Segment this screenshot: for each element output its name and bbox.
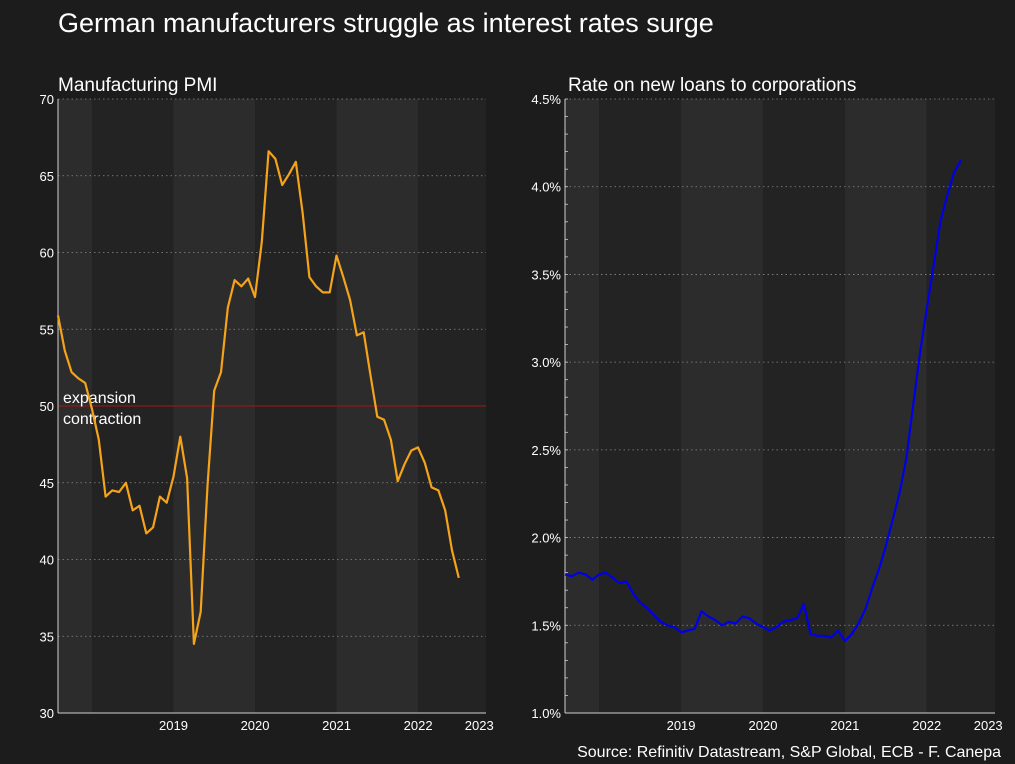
x-tick-label: 2021 xyxy=(322,718,351,733)
panel-title: Rate on new loans to corporations xyxy=(568,75,856,96)
x-tick-label: 2019 xyxy=(159,718,188,733)
year-band xyxy=(926,99,995,713)
y-tick-label: 2.5% xyxy=(531,443,561,458)
x-tick-label: 2023 xyxy=(465,718,494,733)
x-tick-label: 2022 xyxy=(912,718,941,733)
x-tick-label: 2022 xyxy=(404,718,433,733)
x-tick-label: 2021 xyxy=(830,718,859,733)
y-tick-label: 2.0% xyxy=(531,531,561,546)
source-note: Source: Refinitiv Datastream, S&P Global… xyxy=(577,744,1001,761)
pmi-series-line xyxy=(56,150,460,646)
y-tick-label: 4.0% xyxy=(531,180,561,195)
x-tick-label: 2019 xyxy=(667,718,696,733)
y-tick-label: 55 xyxy=(40,322,54,337)
y-tick-label: 1.5% xyxy=(531,618,561,633)
x-tick-label: 2020 xyxy=(241,718,270,733)
year-band xyxy=(565,99,600,713)
year-band xyxy=(844,99,927,713)
y-tick-label: 45 xyxy=(40,476,54,491)
y-tick-label: 3.5% xyxy=(531,267,561,282)
page-title: German manufacturers struggle as interes… xyxy=(58,8,714,38)
y-tick-label: 3.0% xyxy=(531,355,561,370)
y-tick-label: 65 xyxy=(40,169,54,184)
threshold-label-below: contraction xyxy=(63,411,141,428)
panel-title: Manufacturing PMI xyxy=(58,75,217,96)
rate-series-line xyxy=(564,159,962,643)
y-tick-label: 50 xyxy=(40,399,54,414)
y-tick-label: 35 xyxy=(40,629,54,644)
year-band xyxy=(681,99,763,713)
x-tick-label: 2020 xyxy=(749,718,778,733)
y-tick-label: 40 xyxy=(40,553,54,568)
year-band xyxy=(762,99,845,713)
x-tick-label: 2023 xyxy=(974,718,1003,733)
y-tick-label: 4.5% xyxy=(531,92,561,107)
y-tick-label: 70 xyxy=(40,92,54,107)
y-tick-label: 1.0% xyxy=(531,706,561,721)
y-tick-label: 60 xyxy=(40,246,54,261)
year-band xyxy=(599,99,682,713)
threshold-label-above: expansion xyxy=(63,390,136,407)
y-tick-label: 30 xyxy=(40,706,54,721)
